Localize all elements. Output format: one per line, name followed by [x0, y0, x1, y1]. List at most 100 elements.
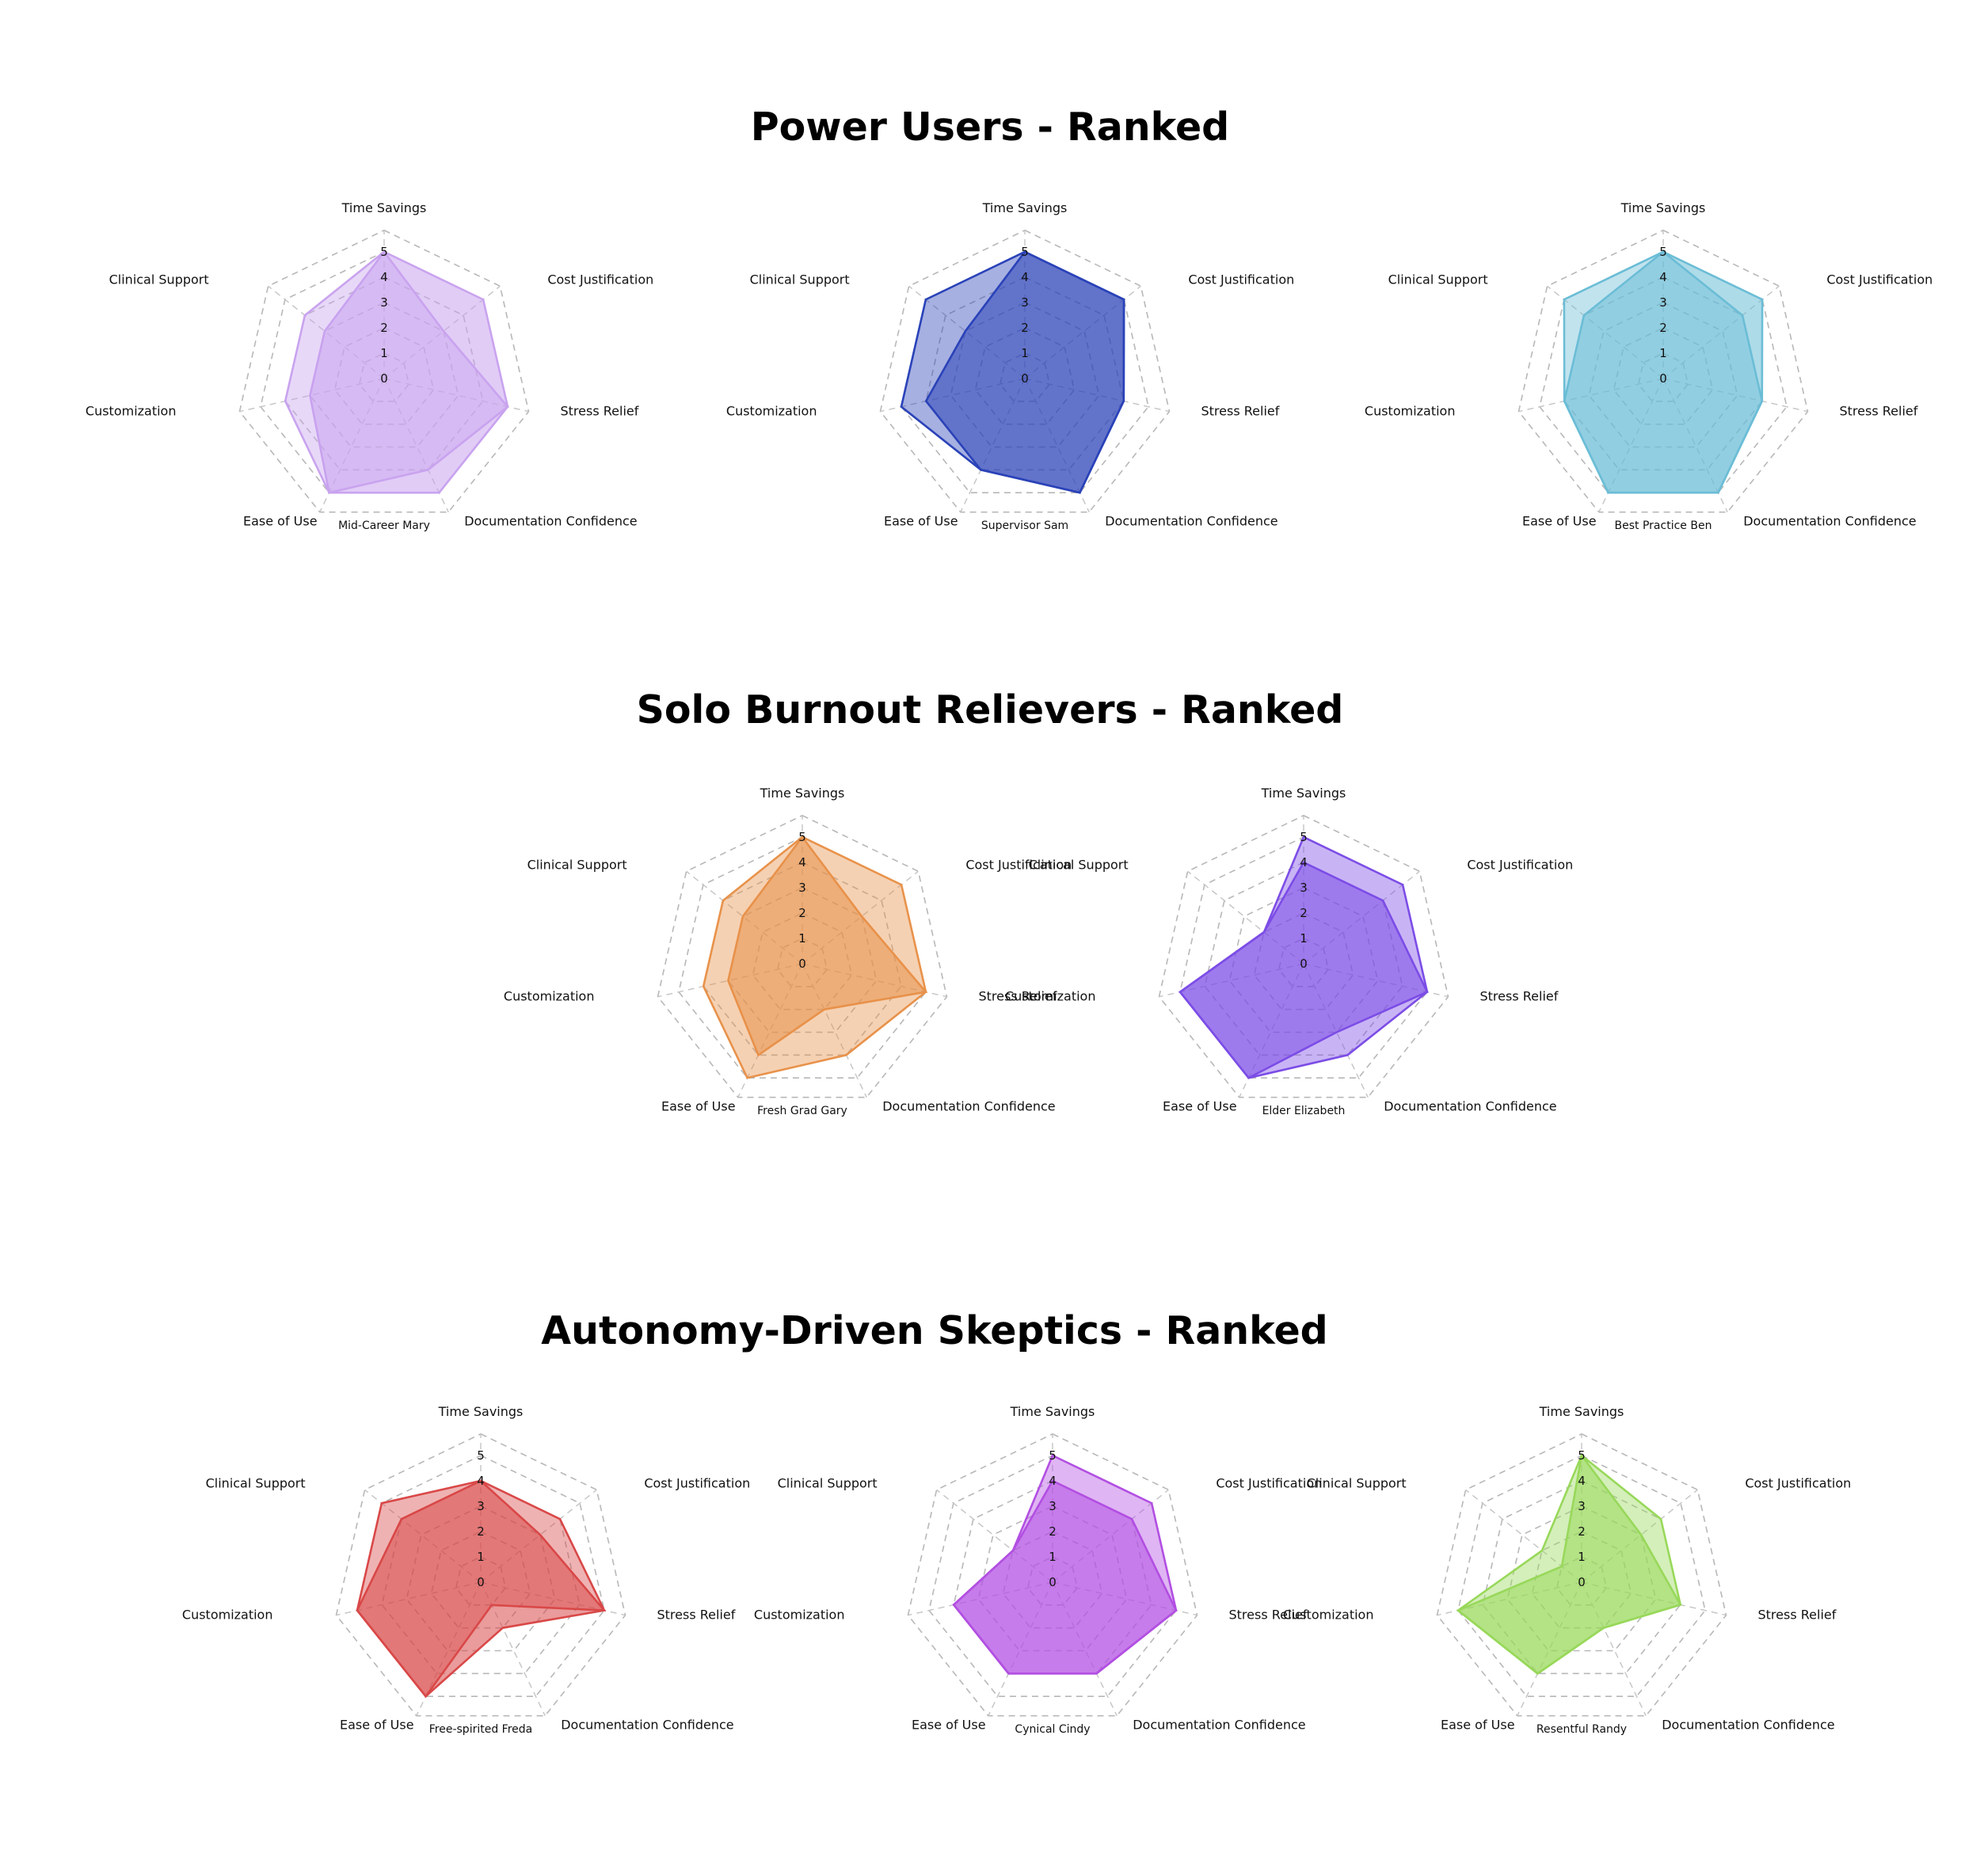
- tick-label-4: 4: [1300, 855, 1308, 870]
- axis-label-time-savings: Time Savings: [438, 1404, 524, 1419]
- tick-label-0: 0: [1049, 1575, 1057, 1589]
- series-area-2: [1456, 1453, 1682, 1675]
- axis-label-customization: Customization: [1365, 404, 1456, 419]
- grid-frame: [907, 1433, 1198, 1717]
- axis-label-stress-relief: Stress Relief: [1480, 989, 1559, 1004]
- persona-label-resentful-randy: Resentful Randy: [1536, 1723, 1627, 1736]
- radar-chart-resentful-randy: 0 1 2 3 4 5 Time Savings Cost Justification Stre…: [1283, 1404, 1851, 1736]
- tick-label-1: 1: [1578, 1550, 1586, 1564]
- tick-label-4: 4: [477, 1474, 485, 1488]
- axis-label-documentation-confidence: Documentation Confidence: [882, 1099, 1055, 1114]
- axis-label-clinical-support: Clinical Support: [778, 1475, 878, 1490]
- grid-frame: [879, 229, 1171, 513]
- series-area-1: [309, 250, 509, 494]
- tick-label-3: 3: [1300, 881, 1308, 895]
- series-area-2: [1563, 250, 1764, 494]
- axis-label-ease-of-use: Ease of Use: [243, 514, 318, 529]
- tick-label-0: 0: [380, 371, 388, 386]
- axis-label-clinical-support: Clinical Support: [109, 272, 209, 287]
- tick-label-2: 2: [1021, 321, 1029, 335]
- grid-frame: [1158, 814, 1449, 1098]
- series-area-2: [952, 1454, 1178, 1675]
- persona-label-fresh-grad-gary: Fresh Grad Gary: [757, 1105, 847, 1117]
- persona-label-free-spirited-freda: Free-spirited Freda: [429, 1723, 532, 1736]
- grid-ring-5: [356, 1455, 605, 1697]
- radar-chart-cynical-cindy: 0 1 2 3 4 5 Time Savings Cost Justification Stre…: [754, 1404, 1322, 1736]
- axis-label-stress-relief: Stress Relief: [1840, 404, 1918, 419]
- section-title-autonomy-driven-skeptics: Autonomy-Driven Skeptics - Ranked: [541, 1308, 1328, 1353]
- axis-label-cost-justification: Cost Justification: [644, 1475, 750, 1490]
- tick-label-2: 2: [1300, 906, 1308, 920]
- tick-label-3: 3: [798, 881, 806, 895]
- persona-label-elder-elizabeth: Elder Elizabeth: [1262, 1105, 1346, 1117]
- tick-label-2: 2: [380, 321, 388, 335]
- tick-label-2: 2: [1578, 1524, 1586, 1539]
- axis-label-clinical-support: Clinical Support: [750, 272, 850, 287]
- axis-label-cost-justification: Cost Justification: [1216, 1475, 1322, 1490]
- axis-label-cost-justification: Cost Justification: [1826, 272, 1932, 287]
- axis-label-documentation-confidence: Documentation Confidence: [1133, 1718, 1305, 1733]
- series-area-2: [900, 250, 1125, 494]
- axis-label-documentation-confidence: Documentation Confidence: [464, 514, 637, 529]
- radar-chart-best-practice-ben: 0 1 2 3 4 5 Time Savings Cost Justification Stre…: [1365, 200, 1932, 532]
- tick-label-2: 2: [477, 1524, 485, 1539]
- tick-label-5: 5: [1049, 1448, 1057, 1463]
- axis-label-stress-relief: Stress Relief: [979, 989, 1057, 1004]
- tick-label-1: 1: [1021, 346, 1029, 360]
- series-area-2: [356, 1479, 607, 1699]
- tick-label-1: 1: [798, 931, 806, 946]
- axis-label-documentation-confidence: Documentation Confidence: [1105, 514, 1277, 529]
- axis-label-customization: Customization: [754, 1608, 845, 1623]
- axis-label-cost-justification: Cost Justification: [547, 272, 653, 287]
- tick-label-5: 5: [798, 830, 806, 844]
- axis-label-time-savings: Time Savings: [1010, 1404, 1095, 1419]
- tick-label-0: 0: [1021, 371, 1029, 386]
- axis-label-stress-relief: Stress Relief: [1229, 1608, 1308, 1623]
- tick-label-0: 0: [1300, 957, 1308, 971]
- tick-label-4: 4: [1021, 270, 1029, 284]
- axis-label-ease-of-use: Ease of Use: [340, 1718, 414, 1733]
- persona-label-mid-career-mary: Mid-Career Mary: [338, 519, 430, 532]
- tick-label-2: 2: [798, 906, 806, 920]
- axis-label-customization: Customization: [726, 404, 817, 419]
- grid-frame: [335, 1433, 626, 1717]
- axis-label-time-savings: Time Savings: [341, 200, 427, 215]
- axis-label-documentation-confidence: Documentation Confidence: [1384, 1099, 1556, 1114]
- axis-label-time-savings: Time Savings: [760, 786, 845, 801]
- axis-label-ease-of-use: Ease of Use: [1522, 514, 1597, 529]
- persona-label-cynical-cindy: Cynical Cindy: [1015, 1723, 1090, 1736]
- tick-label-5: 5: [1021, 245, 1029, 259]
- tick-label-5: 5: [1578, 1448, 1586, 1463]
- axis-label-documentation-confidence: Documentation Confidence: [1743, 514, 1916, 529]
- tick-label-5: 5: [1659, 245, 1667, 259]
- tick-label-2: 2: [1659, 321, 1667, 335]
- grid-ring-5: [901, 251, 1149, 493]
- axis-label-clinical-support: Clinical Support: [527, 857, 627, 872]
- axis-label-clinical-support: Clinical Support: [1388, 272, 1488, 287]
- tick-label-3: 3: [1049, 1499, 1057, 1513]
- axis-label-clinical-support: Clinical Support: [1307, 1475, 1407, 1490]
- tick-label-1: 1: [1049, 1550, 1057, 1564]
- tick-label-0: 0: [477, 1575, 485, 1589]
- axis-label-documentation-confidence: Documentation Confidence: [561, 1718, 733, 1733]
- axis-label-stress-relief: Stress Relief: [657, 1608, 736, 1623]
- tick-label-3: 3: [1578, 1499, 1586, 1513]
- tick-label-4: 4: [798, 855, 806, 870]
- axis-label-clinical-support: Clinical Support: [1029, 857, 1129, 872]
- axis-label-documentation-confidence: Documentation Confidence: [1662, 1718, 1834, 1733]
- axis-label-cost-justification: Cost Justification: [1188, 272, 1294, 287]
- tick-label-3: 3: [1021, 295, 1029, 310]
- tick-label-0: 0: [798, 957, 806, 971]
- series-area-1: [356, 1479, 607, 1699]
- axis-label-time-savings: Time Savings: [1620, 200, 1706, 215]
- tick-label-5: 5: [477, 1448, 485, 1463]
- tick-label-0: 0: [1578, 1575, 1586, 1589]
- radar-chart-fresh-grad-gary: 0 1 2 3 4 5 Time Savings Cost Justification Stre…: [504, 786, 1072, 1117]
- axis-label-stress-relief: Stress Relief: [1201, 404, 1280, 419]
- series-area-2: [284, 250, 509, 494]
- axis-label-cost-justification: Cost Justification: [1467, 857, 1573, 872]
- axis-label-time-savings: Time Savings: [1261, 786, 1346, 801]
- axis-label-time-savings: Time Savings: [982, 200, 1068, 215]
- tick-label-3: 3: [1659, 295, 1667, 310]
- grid-frame: [657, 814, 948, 1098]
